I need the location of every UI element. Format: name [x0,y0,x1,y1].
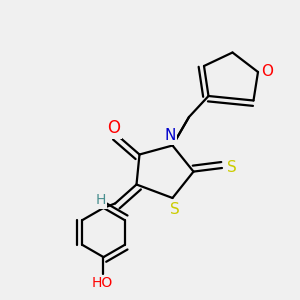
Text: H: H [96,194,106,207]
Text: S: S [227,160,236,175]
Text: O: O [107,119,121,137]
Text: HO: HO [92,276,112,290]
Text: S: S [170,202,180,217]
Text: O: O [261,64,273,80]
Text: N: N [164,128,176,143]
